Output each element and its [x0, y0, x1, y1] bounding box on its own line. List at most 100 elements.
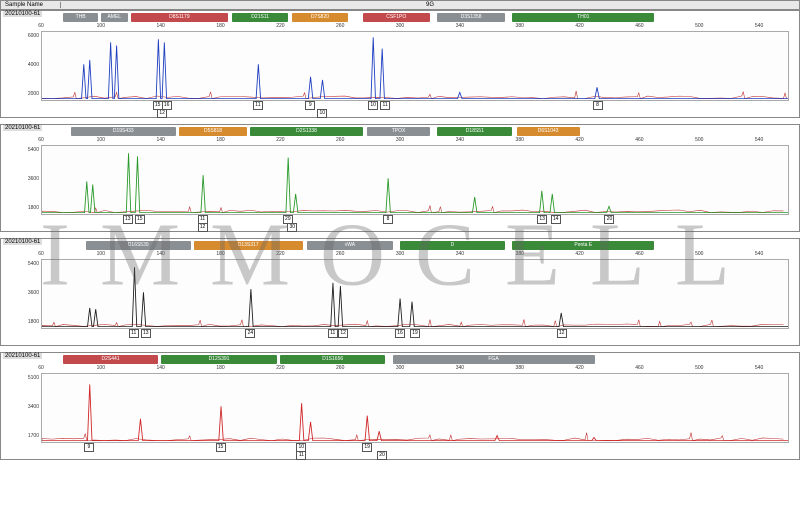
allele-call-row: 1315111229308131420 — [41, 215, 789, 231]
allele-call-box: 10 — [317, 109, 327, 118]
chart-area — [41, 145, 789, 215]
panel-id-label: 20210100-61 — [3, 353, 42, 359]
x-tick-label: 60 — [38, 365, 44, 371]
allele-call-box: 13 — [123, 215, 133, 224]
allele-call-box: 19 — [362, 443, 372, 452]
x-tick-label: 300 — [396, 137, 404, 143]
x-tick-label: 460 — [635, 23, 643, 29]
x-tick-label: 540 — [755, 23, 763, 29]
y-axis-labels: 170034005100 — [1, 375, 39, 439]
electropherogram-panel: 20210100-61D19S433D5S818D2S1338TPOXD18S5… — [0, 124, 800, 232]
locus-bar: D19S433D5S818D2S1338TPOXD18S51D6S1043 — [41, 127, 789, 137]
chart-area — [41, 31, 789, 101]
locus-marker: D8S1179 — [131, 13, 228, 22]
x-tick-label: 500 — [695, 137, 703, 143]
x-tick-label: 60 — [38, 137, 44, 143]
allele-call-box: 11 — [328, 329, 338, 338]
allele-call-box: 14 — [551, 215, 561, 224]
x-tick-label: 180 — [216, 137, 224, 143]
x-tick-label: 420 — [575, 137, 583, 143]
electropherogram-panel: 20210100-61THBAMELD8S1179D21S11D7S820CSF… — [0, 10, 800, 118]
allele-call-box: 10 — [368, 101, 378, 110]
locus-marker: CSF1PO — [363, 13, 430, 22]
x-axis: 60100140180220260300340380420460500540 — [41, 137, 789, 145]
x-tick-label: 340 — [456, 23, 464, 29]
x-tick-label: 420 — [575, 23, 583, 29]
x-tick-label: 380 — [516, 137, 524, 143]
x-tick-label: 300 — [396, 365, 404, 371]
x-tick-label: 60 — [38, 23, 44, 29]
x-tick-label: 260 — [336, 137, 344, 143]
x-tick-label: 500 — [695, 23, 703, 29]
locus-marker: D16S539 — [86, 241, 191, 250]
x-tick-label: 460 — [635, 251, 643, 257]
x-tick-label: 420 — [575, 365, 583, 371]
x-tick-label: 220 — [276, 23, 284, 29]
locus-marker: D13S317 — [194, 241, 303, 250]
locus-marker: D19S433 — [71, 127, 176, 136]
allele-call-box: 19 — [410, 329, 420, 338]
x-tick-label: 220 — [276, 365, 284, 371]
y-tick-label: 3600 — [1, 290, 39, 296]
x-tick-label: 420 — [575, 251, 583, 257]
allele-call-box: 13 — [141, 329, 151, 338]
y-tick-label: 5400 — [1, 147, 39, 153]
allele-call-box: 8 — [383, 215, 393, 224]
x-axis: 60100140180220260300340380420460500540 — [41, 23, 789, 31]
locus-marker: D7S820 — [292, 13, 347, 22]
x-tick-label: 380 — [516, 365, 524, 371]
x-axis: 60100140180220260300340380420460500540 — [41, 365, 789, 373]
x-tick-label: 500 — [695, 365, 703, 371]
x-tick-label: 100 — [97, 137, 105, 143]
x-tick-label: 60 — [38, 251, 44, 257]
y-tick-label: 2000 — [1, 91, 39, 97]
allele-call-box: 15 — [216, 443, 226, 452]
allele-call-box: 12 — [198, 223, 208, 232]
y-tick-label: 1800 — [1, 319, 39, 325]
locus-marker: TH01 — [512, 13, 654, 22]
allele-call-box: 15 — [135, 215, 145, 224]
header-right: 9G — [61, 2, 799, 8]
x-tick-label: 340 — [456, 251, 464, 257]
x-tick-label: 260 — [336, 23, 344, 29]
allele-call-box: 11 — [380, 101, 390, 110]
allele-call-box: 24 — [245, 329, 255, 338]
locus-marker: D5S818 — [179, 127, 248, 136]
locus-marker: D3S1358 — [437, 13, 504, 22]
x-tick-label: 100 — [97, 365, 105, 371]
allele-call-box: 30 — [287, 223, 297, 232]
allele-call-box: 13 — [537, 215, 547, 224]
panel-id-label: 20210100-61 — [3, 239, 42, 245]
panels-container: 20210100-61THBAMELD8S1179D21S11D7S820CSF… — [0, 10, 800, 460]
y-axis-labels: 200040006000 — [1, 33, 39, 97]
allele-call-box: 9 — [305, 101, 315, 110]
y-tick-label: 3400 — [1, 404, 39, 410]
allele-call-box: 8 — [593, 101, 603, 110]
locus-marker: D18S51 — [437, 127, 512, 136]
locus-marker: TPOX — [367, 127, 430, 136]
allele-call-box: 20 — [377, 451, 387, 460]
x-tick-label: 140 — [157, 23, 165, 29]
locus-marker: Penta E — [512, 241, 654, 250]
locus-marker: D — [400, 241, 505, 250]
locus-marker: D6S1043 — [517, 127, 580, 136]
chart-area — [41, 259, 789, 329]
x-tick-label: 500 — [695, 251, 703, 257]
x-tick-label: 300 — [396, 251, 404, 257]
allele-call-box: 12 — [338, 329, 348, 338]
x-tick-label: 340 — [456, 365, 464, 371]
allele-call-row: 1113241112161912 — [41, 329, 789, 345]
x-tick-label: 540 — [755, 137, 763, 143]
locus-marker: D12S391 — [161, 355, 278, 364]
y-axis-labels: 180036005400 — [1, 261, 39, 325]
x-tick-label: 260 — [336, 365, 344, 371]
x-tick-label: 100 — [97, 251, 105, 257]
electropherogram-panel: 20210100-61D2S441D12S391D1S1656FGA601001… — [0, 352, 800, 460]
x-tick-label: 180 — [216, 251, 224, 257]
allele-call-row: 91511101920 — [41, 443, 789, 459]
x-tick-label: 540 — [755, 365, 763, 371]
x-tick-label: 140 — [157, 365, 165, 371]
y-tick-label: 6000 — [1, 33, 39, 39]
x-tick-label: 100 — [97, 23, 105, 29]
locus-marker: THB — [63, 13, 97, 22]
